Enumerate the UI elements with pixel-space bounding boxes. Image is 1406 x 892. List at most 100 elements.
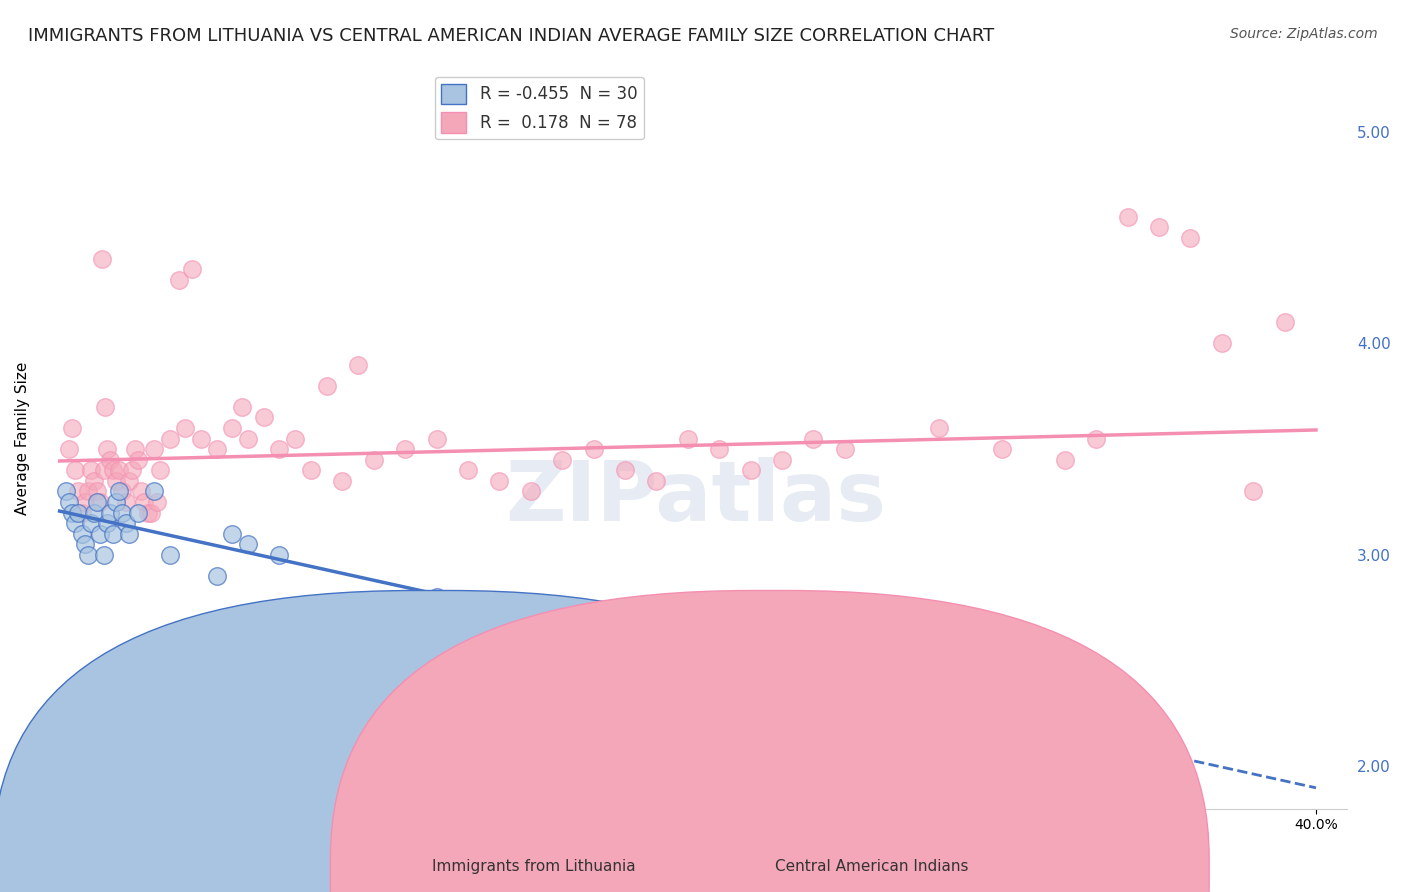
Point [70, 506, 93, 520]
Point [269, 442, 291, 457]
Point [167, 273, 190, 287]
Point [551, 452, 574, 467]
Point [60, 421, 83, 435]
Point [1274, 315, 1296, 329]
Point [897, 664, 920, 678]
Point [67, 484, 90, 499]
Point [740, 463, 762, 477]
Point [231, 400, 253, 414]
Point [105, 474, 128, 488]
Point [89, 526, 111, 541]
Point [1147, 220, 1170, 235]
Point [425, 591, 447, 605]
Point [959, 654, 981, 668]
Point [73, 495, 96, 509]
Point [146, 495, 169, 509]
Point [108, 463, 131, 477]
Point [236, 537, 259, 551]
Point [98, 452, 121, 467]
Point [205, 442, 228, 457]
Point [94, 400, 117, 414]
Point [159, 432, 181, 446]
Point [299, 463, 322, 477]
Point [928, 421, 950, 435]
Point [58, 442, 80, 457]
Point [108, 484, 131, 499]
Point [190, 432, 212, 446]
Point [394, 442, 416, 457]
Point [614, 632, 637, 647]
Point [121, 463, 143, 477]
Point [174, 421, 197, 435]
Point [1180, 230, 1202, 244]
Point [221, 421, 243, 435]
Point [284, 432, 307, 446]
Point [991, 442, 1014, 457]
Point [1211, 336, 1233, 351]
Point [118, 526, 141, 541]
Point [330, 474, 353, 488]
Point [236, 432, 259, 446]
Point [180, 262, 202, 277]
Point [91, 252, 114, 266]
Point [488, 474, 510, 488]
Point [96, 516, 118, 531]
Point [76, 548, 98, 562]
Point [105, 495, 128, 509]
Point [142, 484, 165, 499]
Point [83, 506, 105, 520]
Point [55, 484, 77, 499]
Point [58, 495, 80, 509]
Point [159, 548, 181, 562]
Point [134, 495, 156, 509]
Point [519, 484, 541, 499]
Point [111, 484, 134, 499]
Point [347, 358, 370, 372]
Point [114, 516, 136, 531]
Point [86, 495, 108, 509]
Point [124, 442, 146, 457]
Point [253, 410, 276, 425]
Point [83, 474, 105, 488]
Point [1053, 452, 1076, 467]
Point [114, 495, 136, 509]
Point [865, 674, 887, 689]
Point [142, 442, 165, 457]
Point [86, 484, 108, 499]
Point [127, 506, 149, 520]
Point [582, 442, 605, 457]
Point [93, 463, 115, 477]
Point [98, 506, 121, 520]
Point [614, 463, 637, 477]
Point [65, 516, 87, 531]
Point [363, 452, 385, 467]
Point [709, 442, 731, 457]
Point [457, 463, 479, 477]
Point [139, 506, 162, 520]
Point [315, 378, 337, 392]
Point [70, 526, 93, 541]
Y-axis label: Average Family Size: Average Family Size [15, 362, 30, 516]
Point [80, 463, 103, 477]
Point [136, 506, 159, 520]
Point [269, 548, 291, 562]
Point [67, 506, 90, 520]
Point [65, 463, 87, 477]
Point [770, 452, 793, 467]
Point [221, 526, 243, 541]
Point [1022, 643, 1045, 657]
Point [96, 442, 118, 457]
Point [80, 516, 103, 531]
Point [129, 484, 152, 499]
Point [76, 484, 98, 499]
Text: Central American Indians: Central American Indians [775, 859, 969, 874]
Point [118, 474, 141, 488]
Point [93, 548, 115, 562]
Text: IMMIGRANTS FROM LITHUANIA VS CENTRAL AMERICAN INDIAN AVERAGE FAMILY SIZE CORRELA: IMMIGRANTS FROM LITHUANIA VS CENTRAL AME… [28, 27, 994, 45]
Point [127, 452, 149, 467]
Legend: R = -0.455  N = 30, R =  0.178  N = 78: R = -0.455 N = 30, R = 0.178 N = 78 [434, 77, 644, 139]
Point [89, 495, 111, 509]
Point [111, 506, 134, 520]
Text: Immigrants from Lithuania: Immigrants from Lithuania [433, 859, 636, 874]
Point [149, 463, 172, 477]
